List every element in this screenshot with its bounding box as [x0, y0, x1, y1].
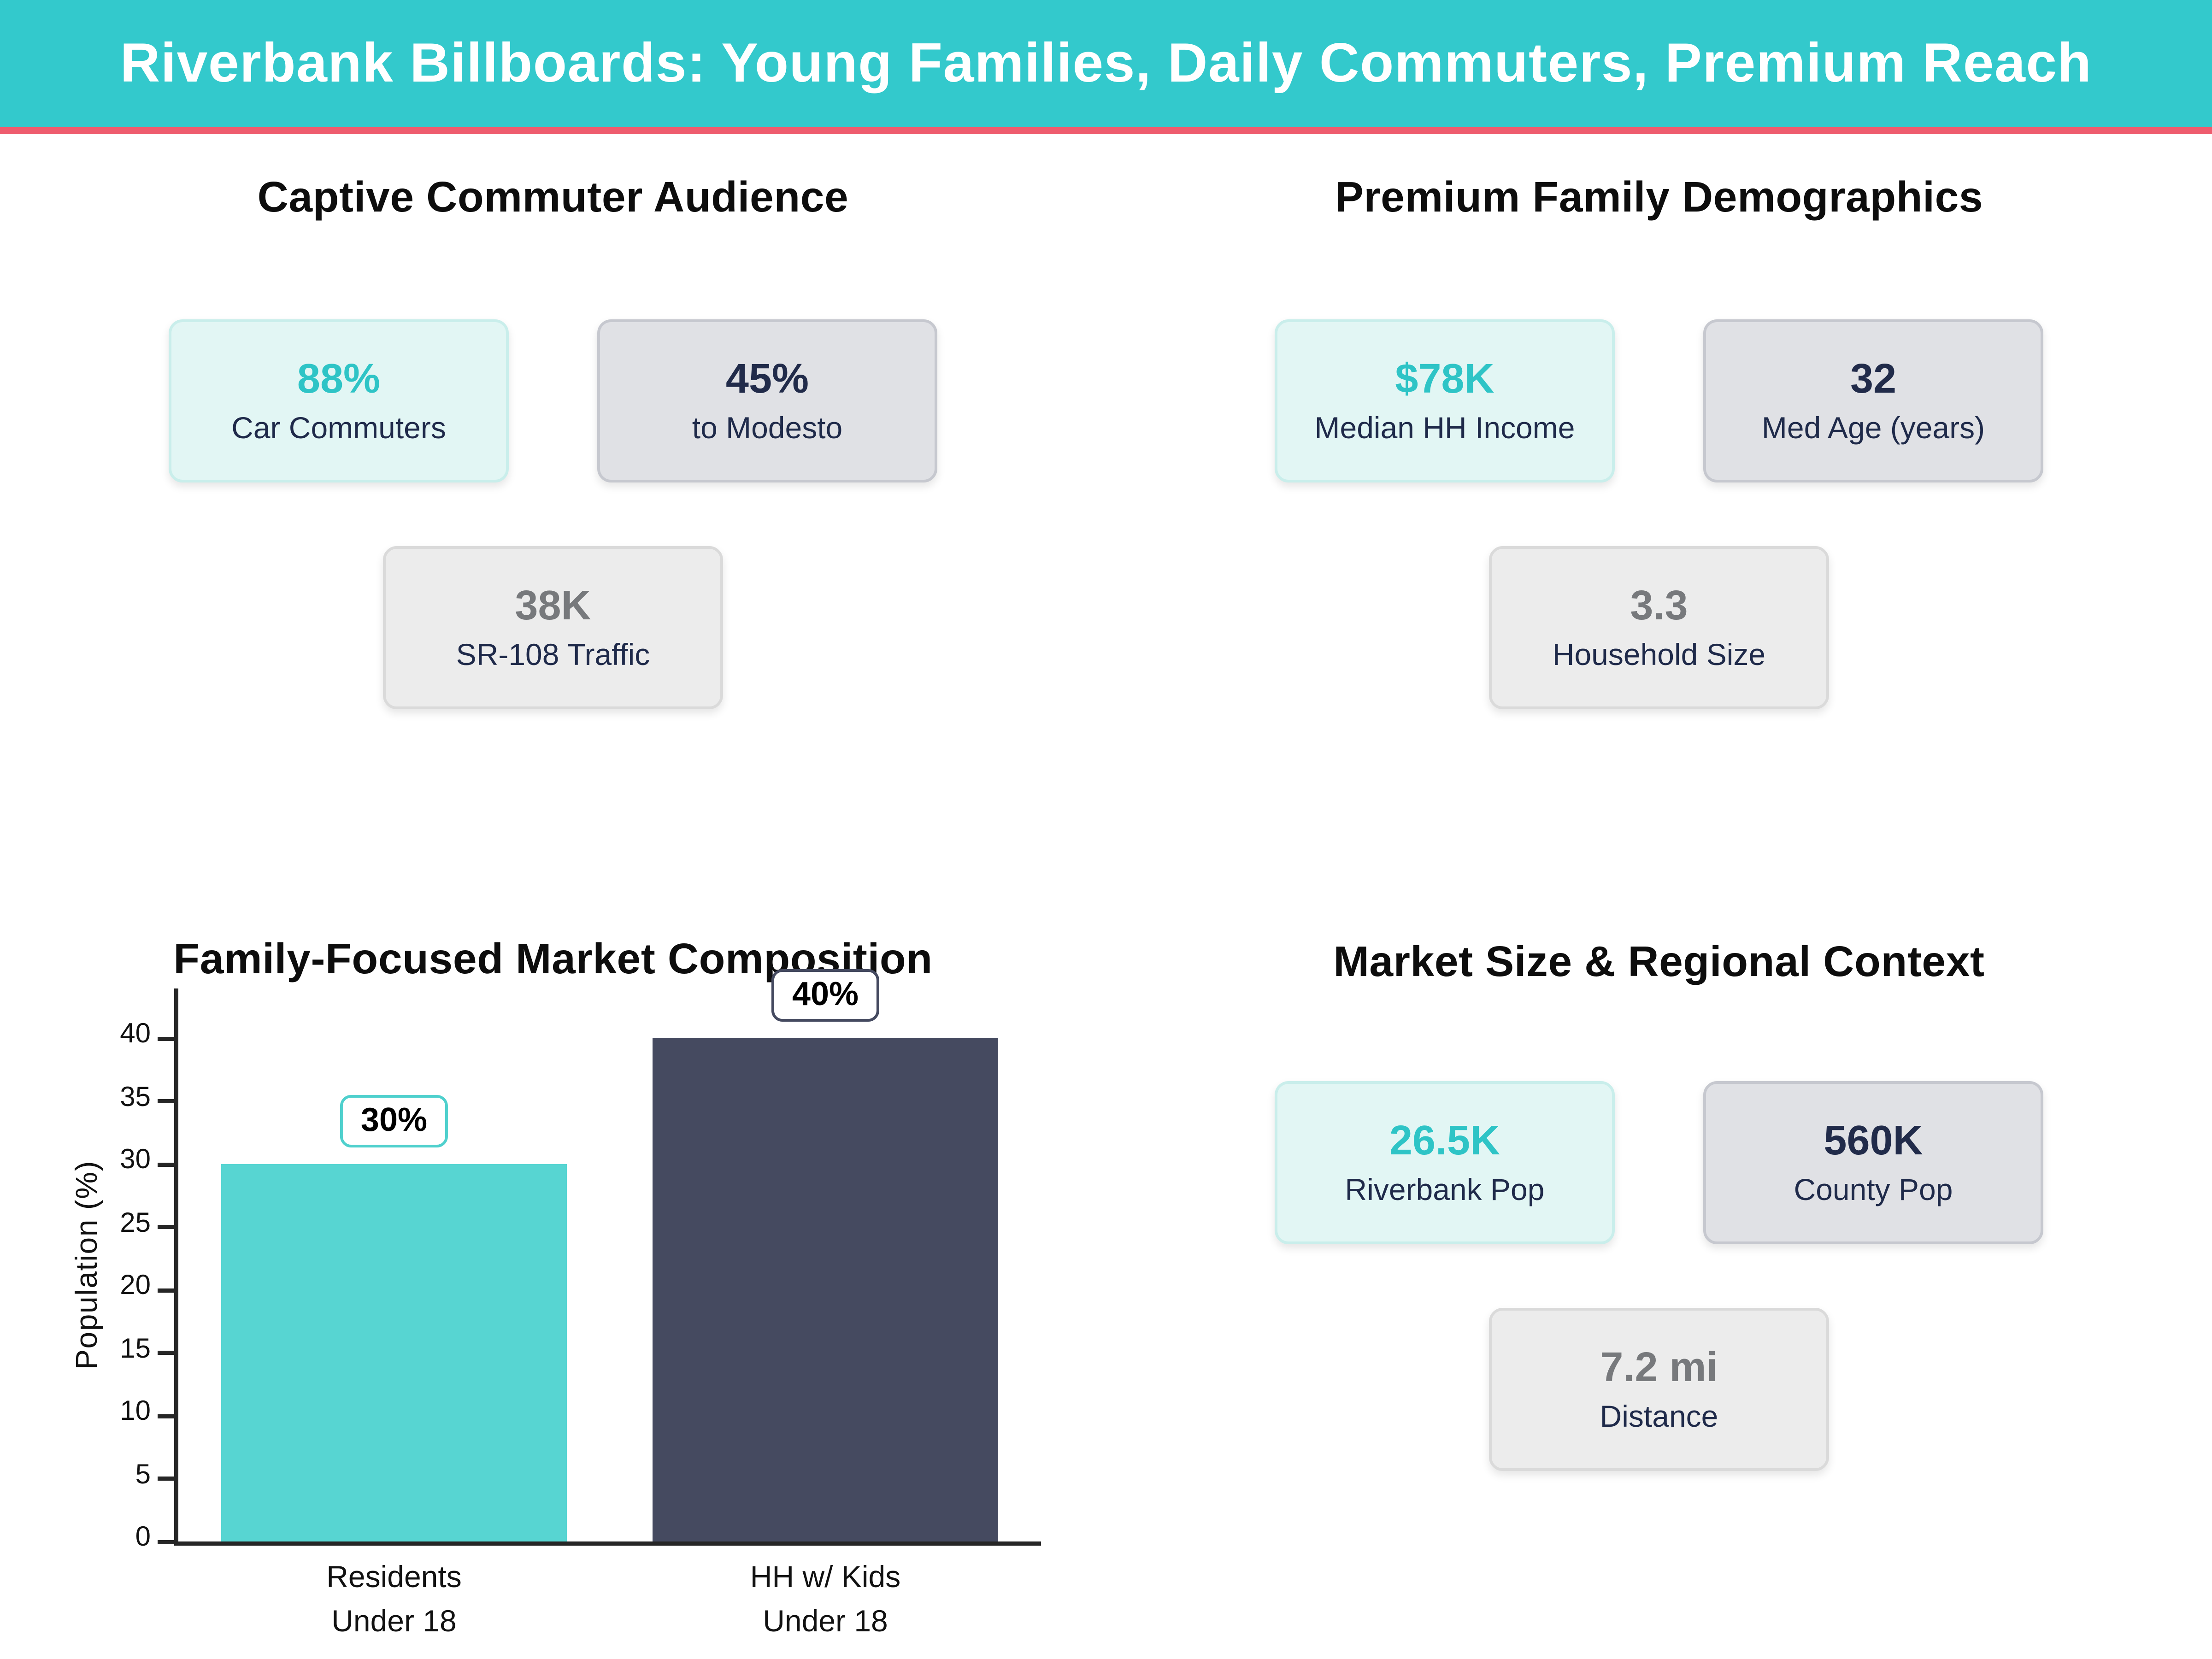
x-tick-label: HH w/ Kids Under 18 — [750, 1559, 901, 1638]
stat-label: Household Size — [1552, 636, 1766, 671]
page-title: Riverbank Billboards: Young Families, Da… — [120, 32, 2092, 94]
header-banner: Riverbank Billboards: Young Families, Da… — [0, 0, 2212, 134]
stat-value: 7.2 mi — [1600, 1344, 1718, 1390]
stat-value: 32 — [1850, 356, 1897, 402]
bar-value-badge: 30% — [340, 1095, 448, 1148]
stat-label: SR-108 Traffic — [456, 636, 650, 671]
y-tick-mark — [158, 1288, 174, 1293]
chart-title: Family-Focused Market Composition — [173, 935, 933, 983]
stat-value: 26.5K — [1389, 1118, 1500, 1164]
stat-card: 3.3 Household Size — [1489, 546, 1829, 709]
stat-value: $78K — [1395, 356, 1494, 402]
y-tick-label: 10 — [120, 1396, 151, 1427]
stat-label: to Modesto — [692, 410, 843, 445]
bar — [221, 1164, 567, 1541]
y-tick-label: 30 — [120, 1145, 151, 1176]
stat-card: 88% Car Commuters — [169, 319, 509, 482]
y-tick-mark — [158, 1036, 174, 1041]
stat-label: Car Commuters — [231, 410, 446, 445]
section-chart: Family-Focused Market Composition Popula… — [0, 885, 1106, 1659]
section-title: Captive Commuter Audience — [257, 173, 849, 221]
stat-value: 88% — [297, 356, 381, 402]
chart-plot: Population (%) 0 5 10 15 20 25 30 35 40 30% Reside… — [69, 970, 1041, 1638]
y-tick-mark — [158, 1413, 174, 1418]
stat-card: 38K SR-108 Traffic — [383, 546, 723, 709]
y-tick-label: 15 — [120, 1333, 151, 1364]
stat-label: County Pop — [1794, 1171, 1953, 1206]
y-tick-label: 40 — [120, 1019, 151, 1050]
y-tick-mark — [158, 1162, 174, 1167]
stat-card: 45% to Modesto — [597, 319, 937, 482]
quadrant-grid: Captive Commuter Audience 88% Car Commut… — [0, 134, 2212, 1659]
x-tick-label: Residents Under 18 — [326, 1559, 462, 1638]
stat-label: Median HH Income — [1314, 410, 1575, 445]
section-commuter: Captive Commuter Audience 88% Car Commut… — [0, 134, 1106, 885]
y-tick-label: 20 — [120, 1271, 151, 1301]
y-tick-label: 5 — [135, 1459, 151, 1490]
section-title: Premium Family Demographics — [1335, 173, 1983, 221]
stat-label: Distance — [1600, 1398, 1718, 1433]
stat-label: Med Age (years) — [1761, 410, 1985, 445]
bar — [653, 1039, 998, 1541]
y-tick-label: 35 — [120, 1082, 151, 1113]
stat-value: 38K — [515, 582, 591, 629]
card-row: 88% Car Commuters 45% to Modesto — [169, 319, 937, 482]
stat-card: 560K County Pop — [1703, 1081, 2043, 1244]
section-title: Market Size & Regional Context — [1333, 937, 1985, 986]
stat-card: 32 Med Age (years) — [1703, 319, 2043, 482]
stat-label: Riverbank Pop — [1345, 1171, 1545, 1206]
y-tick-mark — [158, 1225, 174, 1230]
y-tick-mark — [158, 1539, 174, 1544]
stat-card: 26.5K Riverbank Pop — [1275, 1081, 1615, 1244]
stat-value: 45% — [725, 356, 809, 402]
stat-value: 560K — [1824, 1118, 1923, 1164]
section-family: Premium Family Demographics $78K Median … — [1106, 134, 2212, 885]
y-tick-label: 0 — [135, 1522, 151, 1553]
y-tick-mark — [158, 1351, 174, 1355]
stat-value: 3.3 — [1630, 582, 1688, 629]
y-tick-mark — [158, 1477, 174, 1481]
card-row: $78K Median HH Income 32 Med Age (years) — [1275, 319, 2043, 482]
stat-card: $78K Median HH Income — [1275, 319, 1615, 482]
stat-card: 7.2 mi Distance — [1489, 1308, 1829, 1471]
bar-value-badge: 40% — [771, 970, 880, 1023]
y-tick-label: 25 — [120, 1208, 151, 1239]
y-tick-mark — [158, 1099, 174, 1104]
section-market: Market Size & Regional Context 26.5K Riv… — [1106, 885, 2212, 1659]
card-row: 26.5K Riverbank Pop 560K County Pop — [1275, 1081, 2043, 1244]
